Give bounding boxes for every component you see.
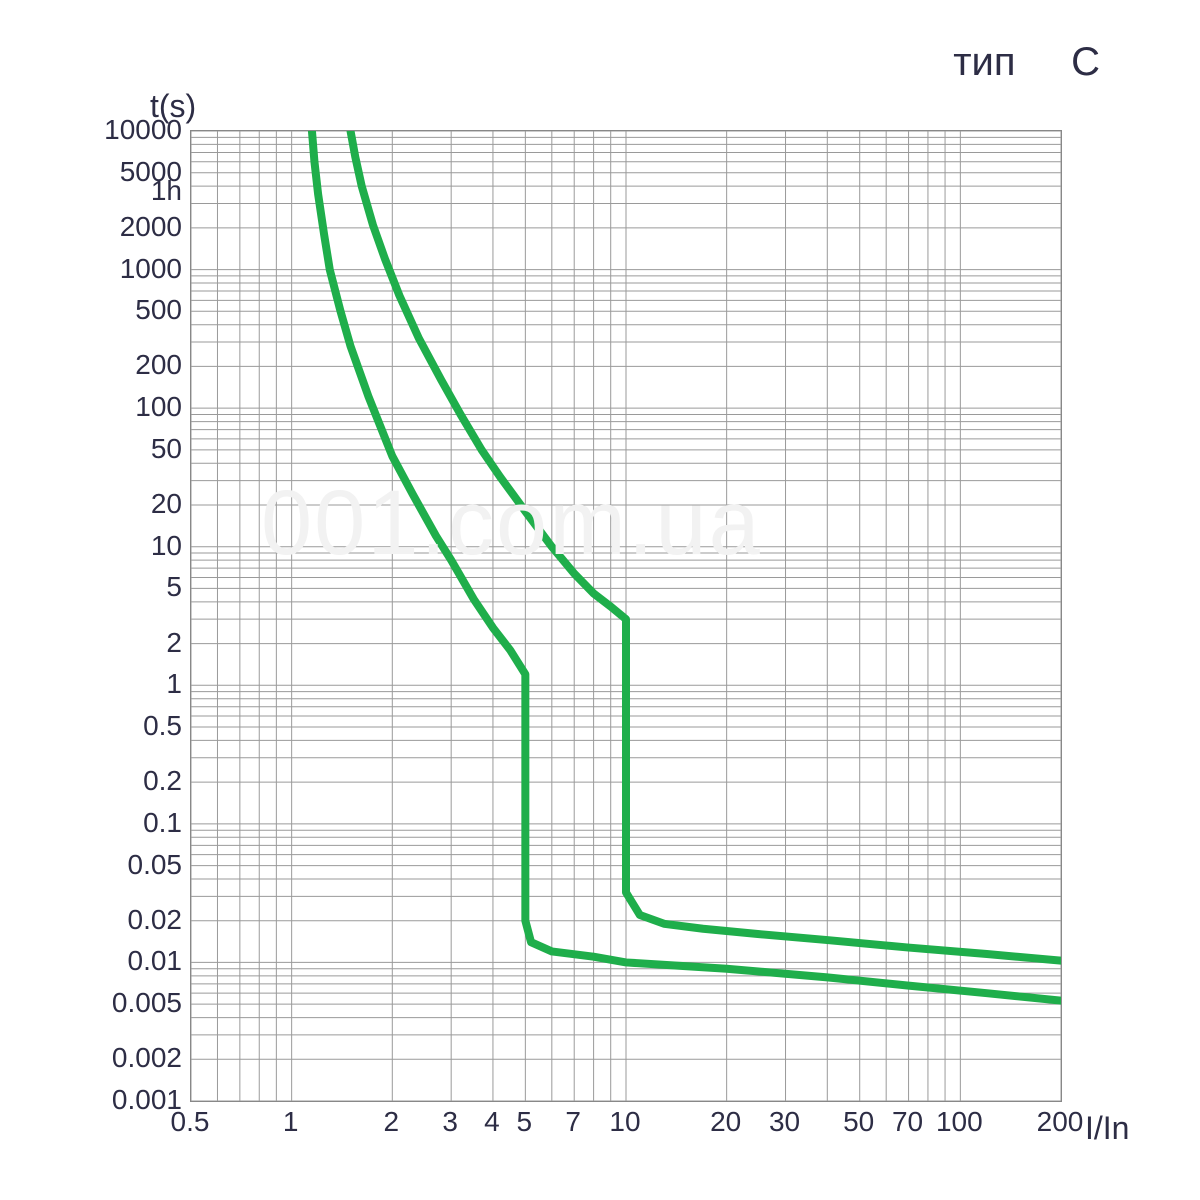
y-tick: 0.001 <box>112 1084 182 1116</box>
y-tick: 0.002 <box>112 1042 182 1074</box>
y-tick: 20 <box>151 488 182 520</box>
y-tick: 100 <box>135 391 182 423</box>
x-tick: 4 <box>484 1106 500 1138</box>
type-value: C <box>1071 40 1100 84</box>
x-tick: 10 <box>609 1106 640 1138</box>
y-tick: 0.02 <box>128 904 183 936</box>
y-tick: 0.01 <box>128 945 183 977</box>
plot-area: 001.com.ua <box>190 130 1062 1102</box>
x-tick: 3 <box>442 1106 458 1138</box>
x-tick: 5 <box>517 1106 533 1138</box>
x-tick: 100 <box>936 1106 983 1138</box>
y-tick: 10 <box>151 530 182 562</box>
y-tick: 5 <box>166 571 182 603</box>
x-tick: 200 <box>1037 1106 1084 1138</box>
type-prefix: тип <box>953 40 1015 84</box>
y-tick: 1000 <box>120 253 182 285</box>
y-tick: 0.05 <box>128 849 183 881</box>
x-tick: 7 <box>565 1106 581 1138</box>
y-tick: 1 <box>166 668 182 700</box>
y-tick: 0.2 <box>143 765 182 797</box>
y-tick: 0.1 <box>143 807 182 839</box>
x-tick: 50 <box>843 1106 874 1138</box>
x-tick: 20 <box>710 1106 741 1138</box>
y-tick: 200 <box>135 349 182 381</box>
type-label: тип C <box>953 40 1100 85</box>
y-tick: 5000 <box>120 156 182 188</box>
x-tick: 1 <box>283 1106 299 1138</box>
x-axis-title: I/In <box>1085 1110 1129 1147</box>
y-tick: 2000 <box>120 211 182 243</box>
x-tick: 70 <box>892 1106 923 1138</box>
y-tick: 50 <box>151 433 182 465</box>
chart-container: тип C t(s) 001.com.ua I/In 0.51234571020… <box>0 0 1200 1200</box>
x-tick: 30 <box>769 1106 800 1138</box>
plot-svg <box>191 131 1061 1101</box>
y-tick: 0.5 <box>143 710 182 742</box>
y-tick: 500 <box>135 294 182 326</box>
y-tick: 10000 <box>104 114 182 146</box>
y-tick: 0.005 <box>112 987 182 1019</box>
y-tick: 2 <box>166 627 182 659</box>
x-tick: 2 <box>384 1106 400 1138</box>
